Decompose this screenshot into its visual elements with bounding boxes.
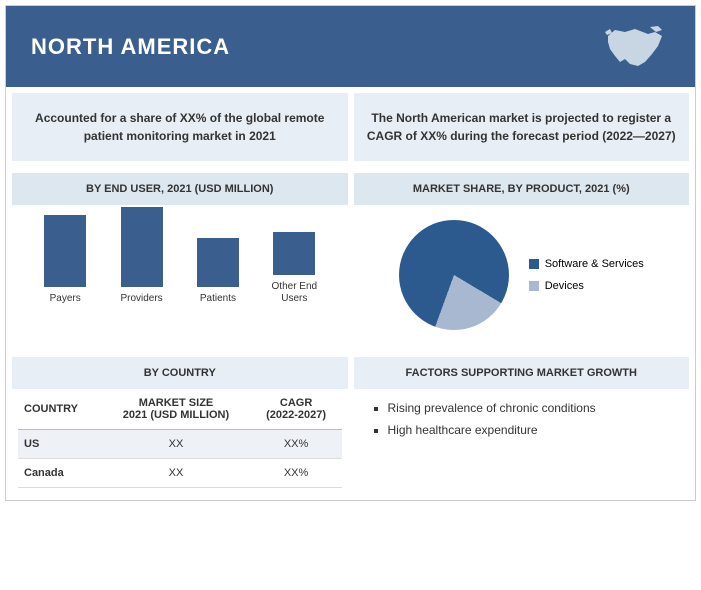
factors-section: FACTORS SUPPORTING MARKET GROWTH Rising … bbox=[354, 357, 690, 494]
bar-chart: Payers Providers Patients Other End Users bbox=[22, 215, 338, 305]
market-share-section: MARKET SHARE, BY PRODUCT, 2021 (%) Softw… bbox=[354, 173, 690, 345]
bar bbox=[121, 207, 163, 287]
pie-legend: Software & Services Devices bbox=[529, 258, 644, 292]
table-header: COUNTRY bbox=[18, 389, 101, 430]
factors-list-wrap: Rising prevalence of chronic conditions H… bbox=[354, 389, 690, 457]
bar-chart-area: Payers Providers Patients Other End Users bbox=[12, 205, 348, 345]
country-table-wrap: COUNTRYMARKET SIZE2021 (USD MILLION)CAGR… bbox=[12, 389, 348, 494]
bar-label: Other End Users bbox=[264, 281, 324, 305]
legend-label: Software & Services bbox=[545, 258, 644, 270]
info-right-text: The North American market is projected t… bbox=[367, 111, 676, 143]
table-header: CAGR(2022-2027) bbox=[251, 389, 342, 430]
legend-item: Software & Services bbox=[529, 258, 644, 270]
legend-label: Devices bbox=[545, 280, 584, 292]
bar-group: Payers bbox=[35, 215, 95, 305]
end-user-section: BY END USER, 2021 (USD MILLION) Payers Pr… bbox=[12, 173, 348, 345]
info-left-text: Accounted for a share of XX% of the glob… bbox=[35, 111, 324, 143]
end-user-title: BY END USER, 2021 (USD MILLION) bbox=[12, 173, 348, 205]
bar-label: Payers bbox=[50, 293, 81, 305]
bottom-row: BY COUNTRY COUNTRYMARKET SIZE2021 (USD M… bbox=[6, 351, 695, 500]
list-item: High healthcare expenditure bbox=[388, 423, 672, 437]
table-cell: Canada bbox=[18, 459, 101, 488]
table-header: MARKET SIZE2021 (USD MILLION) bbox=[101, 389, 250, 430]
factors-title: FACTORS SUPPORTING MARKET GROWTH bbox=[354, 357, 690, 389]
main-container: NORTH AMERICA Accounted for a share of X… bbox=[5, 5, 696, 501]
bar-group: Patients bbox=[188, 238, 248, 305]
bar-label: Providers bbox=[120, 293, 162, 305]
market-share-title: MARKET SHARE, BY PRODUCT, 2021 (%) bbox=[354, 173, 690, 205]
bar bbox=[273, 232, 315, 275]
info-box-right: The North American market is projected t… bbox=[354, 93, 690, 161]
factors-list: Rising prevalence of chronic conditions H… bbox=[372, 401, 672, 437]
country-section: BY COUNTRY COUNTRYMARKET SIZE2021 (USD M… bbox=[12, 357, 348, 494]
table-cell: US bbox=[18, 430, 101, 459]
charts-row: BY END USER, 2021 (USD MILLION) Payers Pr… bbox=[6, 167, 695, 351]
bar bbox=[197, 238, 239, 287]
legend-item: Devices bbox=[529, 280, 644, 292]
table-cell: XX bbox=[101, 430, 250, 459]
info-box-left: Accounted for a share of XX% of the glob… bbox=[12, 93, 348, 161]
country-table: COUNTRYMARKET SIZE2021 (USD MILLION)CAGR… bbox=[18, 389, 342, 488]
table-row: USXXXX% bbox=[18, 430, 342, 459]
table-cell: XX bbox=[101, 459, 250, 488]
header: NORTH AMERICA bbox=[6, 6, 695, 87]
north-america-map-icon bbox=[600, 24, 670, 69]
table-cell: XX% bbox=[251, 430, 342, 459]
list-item: Rising prevalence of chronic conditions bbox=[388, 401, 672, 415]
info-row: Accounted for a share of XX% of the glob… bbox=[6, 87, 695, 167]
bar-group: Providers bbox=[112, 207, 172, 305]
page-title: NORTH AMERICA bbox=[31, 34, 230, 60]
bar-label: Patients bbox=[200, 293, 236, 305]
table-row: CanadaXXXX% bbox=[18, 459, 342, 488]
bar bbox=[44, 215, 86, 287]
pie-chart bbox=[399, 220, 509, 330]
legend-square-icon bbox=[529, 281, 539, 291]
legend-square-icon bbox=[529, 259, 539, 269]
bar-group: Other End Users bbox=[264, 232, 324, 305]
table-cell: XX% bbox=[251, 459, 342, 488]
country-title: BY COUNTRY bbox=[12, 357, 348, 389]
pie-chart-area: Software & Services Devices bbox=[354, 205, 690, 345]
